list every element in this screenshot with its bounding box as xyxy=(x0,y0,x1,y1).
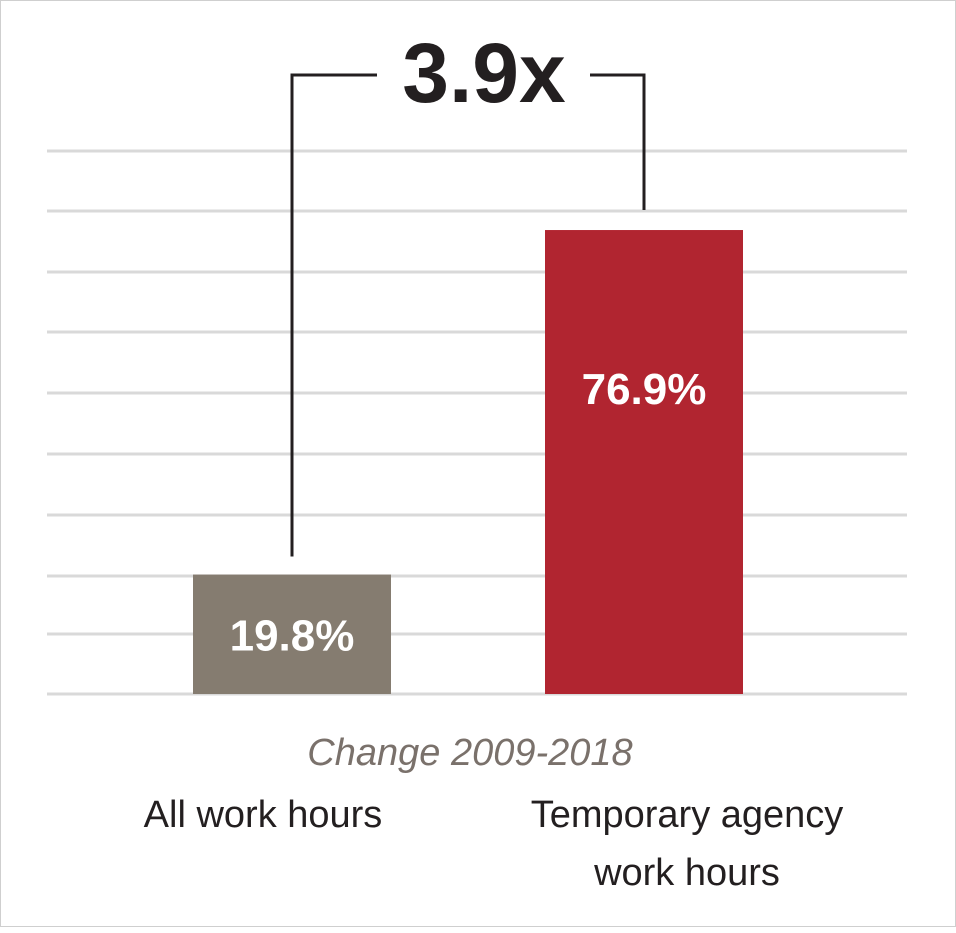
comparison-bracket xyxy=(290,73,646,557)
gridlines xyxy=(47,149,907,696)
category-label: Temporary agency xyxy=(531,794,844,836)
bar-2 xyxy=(545,230,743,694)
bars: 19.8% 76.9% xyxy=(193,230,743,694)
bracket-left xyxy=(290,73,377,557)
category-label: work hours xyxy=(593,852,780,894)
chart-subtitle: Change 2009-2018 xyxy=(307,732,632,774)
bar-value-label: 19.8% xyxy=(230,611,355,660)
category-label: All work hours xyxy=(144,794,383,836)
bracket-right xyxy=(590,73,646,211)
category-labels: All work hours Temporary agency work hours xyxy=(144,794,844,894)
bar-value-label: 76.9% xyxy=(582,365,707,414)
bar-1 xyxy=(193,574,391,694)
comparison-ratio-label: 3.9x xyxy=(402,26,566,120)
